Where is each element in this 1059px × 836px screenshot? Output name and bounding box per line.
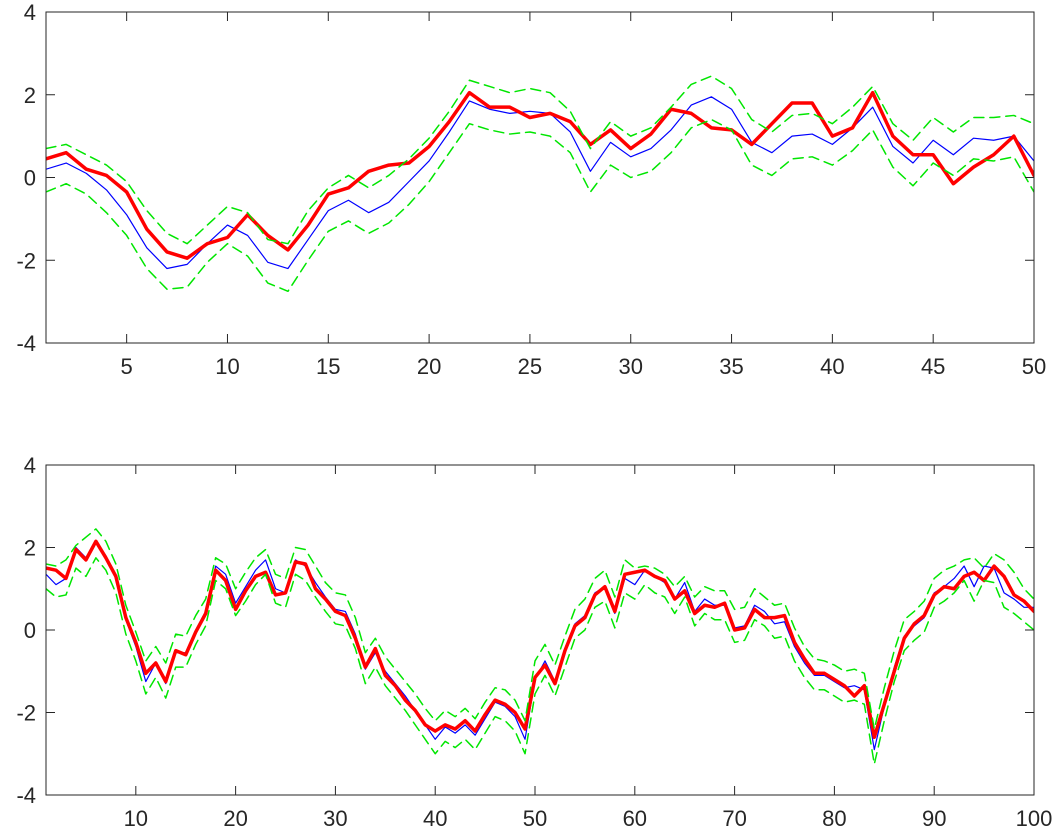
x-tick-label: 15 xyxy=(316,354,340,379)
x-tick-label: 20 xyxy=(417,354,441,379)
x-tick-label: 100 xyxy=(1016,806,1053,831)
y-tick-label: -4 xyxy=(16,783,36,808)
series-group xyxy=(46,528,1034,765)
y-tick-label: -4 xyxy=(16,331,36,356)
x-tick-label: 10 xyxy=(215,354,239,379)
y-tick-label: 0 xyxy=(24,618,36,643)
x-tick-label: 30 xyxy=(618,354,642,379)
x-tick-label: 45 xyxy=(921,354,945,379)
series-line-2 xyxy=(46,539,1034,739)
subplot-2: 10 20 30 40 50 60 70 80 90 100 -4 -2 0 2 4 xyxy=(16,453,1052,831)
x-tick-label: 90 xyxy=(922,806,946,831)
x-tick-label: 40 xyxy=(423,806,447,831)
y-tick-label: 4 xyxy=(24,453,36,478)
x-tick-label: 25 xyxy=(518,354,542,379)
x-tick-label: 35 xyxy=(719,354,743,379)
x-tick-label: 50 xyxy=(1022,354,1046,379)
x-tick-label: 40 xyxy=(820,354,844,379)
y-tick-label: 2 xyxy=(24,83,36,108)
x-tick-label: 70 xyxy=(722,806,746,831)
series-line-4 xyxy=(46,557,1034,765)
x-tick-label: 60 xyxy=(623,806,647,831)
series-line-3 xyxy=(46,75,1034,245)
x-tick-label: 30 xyxy=(323,806,347,831)
x-tick-label: 10 xyxy=(124,806,148,831)
series-group xyxy=(46,75,1034,293)
x-tick-label: 20 xyxy=(223,806,247,831)
x-tick-label: 80 xyxy=(822,806,846,831)
series-line-1 xyxy=(46,96,1034,270)
x-tick-label: 5 xyxy=(121,354,133,379)
x-tick-label: 50 xyxy=(523,806,547,831)
y-tick-label: 0 xyxy=(24,166,36,191)
series-line-4 xyxy=(46,118,1034,293)
subplot-1: 5 10 15 20 25 30 35 40 45 50 -4 -2 0 2 4 xyxy=(16,0,1046,379)
y-tick-label: -2 xyxy=(16,248,36,273)
y-tick-label: 4 xyxy=(24,0,36,25)
y-tick-label: -2 xyxy=(16,701,36,726)
y-tick-label: 2 xyxy=(24,536,36,561)
series-line-2 xyxy=(46,90,1034,260)
